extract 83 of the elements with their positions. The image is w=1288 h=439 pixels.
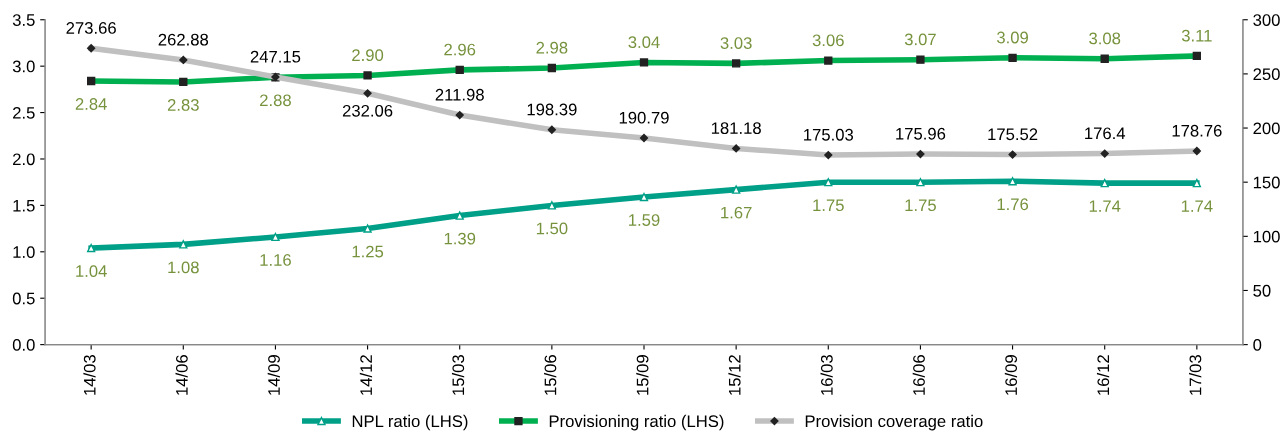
y-tick-label: 2.0: [13, 153, 35, 166]
data-label: 176.4: [1085, 127, 1126, 140]
point: [179, 240, 188, 249]
data-label: 1.75: [813, 199, 844, 212]
point: [1008, 177, 1017, 186]
y2-tick-label: 300: [1253, 14, 1280, 26]
x-tick-label: 15/06: [544, 355, 557, 395]
data-label: 232.06: [342, 104, 393, 117]
data-label: 2.88: [260, 94, 291, 107]
point: [86, 243, 96, 253]
data-label: 3.08: [1089, 32, 1121, 45]
y2-tick-label: 250: [1253, 68, 1280, 81]
data-label: 3.11: [1181, 29, 1212, 42]
point: [363, 224, 372, 233]
data-label: 1.16: [260, 254, 291, 266]
data-label: 190.79: [619, 111, 669, 124]
x-tick-label: 16/03: [820, 355, 833, 395]
x-tick-label: 16/06: [912, 355, 925, 395]
x-tick-label: 17/03: [1189, 355, 1202, 395]
y2-tick-label: 150: [1253, 176, 1280, 189]
point: [639, 192, 649, 202]
data-label: 1.74: [1089, 200, 1121, 212]
data-label: 1.50: [536, 222, 568, 235]
legend-label: Provisioning ratio (LHS): [549, 414, 724, 431]
data-label: 2.96: [444, 43, 476, 56]
point: [731, 185, 741, 194]
point: [1192, 178, 1202, 188]
data-label: 1.76: [997, 198, 1029, 211]
point: [271, 232, 280, 242]
data-label: 3.04: [628, 36, 660, 49]
y2-tick-label: 0: [1253, 339, 1262, 351]
y-tick-label: 1.0: [13, 246, 35, 258]
y-tick-label: 1.5: [13, 199, 35, 212]
y-tick-label: 3.5: [12, 14, 35, 26]
data-label: 273.66: [66, 22, 116, 34]
point: [455, 211, 464, 220]
legend-label: NPL ratio (LHS): [352, 414, 468, 431]
y-tick-label: 3.0: [12, 60, 35, 73]
legend-label: Provision coverage ratio: [805, 414, 983, 431]
y-tick-label: 0.5: [12, 292, 35, 305]
data-label: 1.59: [629, 214, 660, 226]
y-tick-label: 2.5: [13, 106, 35, 119]
data-label: 2.83: [167, 99, 199, 111]
data-label: 175.52: [988, 128, 1038, 141]
x-tick-label: 15/03: [451, 355, 465, 395]
data-label: 247.15: [250, 50, 301, 63]
data-label: 1.39: [444, 232, 476, 245]
data-label: 2.98: [536, 41, 568, 54]
x-tick-label: 14/06: [175, 355, 188, 395]
data-label: 181.18: [711, 122, 761, 135]
y-tick-label: 0.0: [12, 339, 35, 351]
point: [1100, 178, 1109, 188]
data-label: 1.25: [352, 245, 384, 258]
x-tick-label: 14/03: [83, 355, 96, 395]
data-label: 3.09: [996, 31, 1028, 44]
data-label: 178.76: [1172, 124, 1222, 137]
data-label: 2.84: [75, 98, 107, 110]
data-label: 1.74: [1181, 200, 1213, 212]
x-tick-label: 16/12: [1096, 355, 1110, 395]
data-label: 1.04: [76, 265, 107, 277]
y2-tick-label: 100: [1253, 230, 1280, 243]
data-label: 3.06: [812, 34, 844, 47]
point: [824, 178, 833, 187]
data-label: 1.67: [721, 206, 752, 219]
data-label: 3.03: [720, 37, 752, 49]
data-label: 3.07: [904, 33, 936, 46]
data-label: 175.03: [804, 128, 854, 141]
x-tick-label: 15/09: [636, 355, 649, 395]
x-tick-label: 16/09: [1004, 355, 1018, 395]
data-label: 1.75: [905, 199, 936, 212]
x-tick-label: 14/09: [267, 355, 280, 395]
point: [547, 201, 557, 210]
data-label: 211.98: [435, 88, 484, 101]
data-label: 262.88: [158, 33, 209, 46]
point: [916, 178, 925, 187]
x-tick-label: 14/12: [359, 355, 373, 395]
x-tick-label: 15/12: [728, 355, 741, 395]
data-label: 2.90: [352, 49, 384, 62]
data-label: 198.39: [527, 103, 577, 116]
data-label: 1.08: [168, 261, 199, 274]
data-label: 175.96: [896, 127, 946, 140]
y2-tick-label: 200: [1253, 122, 1280, 135]
y2-tick-label: 50: [1253, 284, 1271, 297]
